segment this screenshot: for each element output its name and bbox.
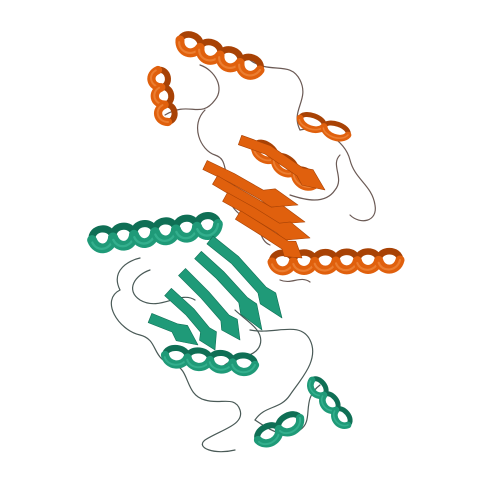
- chain-a-strand-4: [235, 210, 303, 259]
- chain-a-helix-upper-right: [296, 112, 352, 142]
- chain-b-helix-low-turn-highlight: [279, 417, 301, 435]
- chain-b-loop-1: [110, 289, 206, 401]
- chain-b-helix-mid: [160, 345, 260, 377]
- chain-b-helix-long-turn-highlight: [196, 222, 220, 237]
- chain-a-helix-top-turn-highlight: [238, 63, 262, 77]
- chain-b-strand-3: [178, 268, 241, 341]
- chain-b-strand-5: [147, 313, 199, 346]
- chain-b-helix-right: [307, 376, 353, 429]
- chain-a-helix-top: [175, 31, 265, 80]
- chain-b-green: [87, 212, 353, 453]
- chain-a-strand-4-body: [235, 210, 303, 259]
- chain-a-loop-1: [249, 59, 304, 131]
- chain-b-helix-mid-turn-highlight: [231, 363, 256, 374]
- chain-a-strand-1-body: [202, 160, 299, 208]
- chain-a-helix-upper-right-turn-highlight: [322, 127, 349, 139]
- chain-a-strand-5-body: [238, 134, 326, 191]
- chain-a-strand-1: [202, 160, 299, 208]
- chain-b-strand-1-body: [206, 235, 283, 319]
- chain-a-helix-long-turn-highlight: [377, 258, 402, 271]
- chain-b-loop-7: [116, 257, 141, 291]
- chain-a-loop-6: [289, 154, 341, 201]
- chain-b-strand-5-body: [147, 313, 199, 346]
- chain-b-strand-2: [194, 251, 263, 331]
- chain-b-helix-right-turn-highlight: [332, 410, 349, 427]
- chain-a-strand-5: [238, 134, 326, 191]
- chain-b-strand-4-body: [164, 288, 217, 351]
- chain-a-helix-long: [267, 247, 405, 276]
- chain-b-helix-long: [87, 212, 223, 254]
- chain-b-strand-4: [164, 288, 217, 351]
- chain-b-strand-1: [206, 235, 283, 319]
- chain-b-loop-3: [249, 328, 314, 421]
- chain-b-helix-low: [253, 411, 305, 448]
- chain-a-loop-7: [279, 278, 311, 283]
- chain-a-helix-left-turn-highlight: [156, 104, 169, 123]
- chain-a-loop-4: [164, 64, 220, 116]
- chain-b-loop-2: [201, 399, 242, 453]
- chain-b-strand-3-body: [178, 268, 241, 341]
- chain-b-strand-2-body: [194, 251, 263, 331]
- chain-a-orange: [147, 31, 405, 283]
- chain-a-helix-left: [147, 65, 178, 127]
